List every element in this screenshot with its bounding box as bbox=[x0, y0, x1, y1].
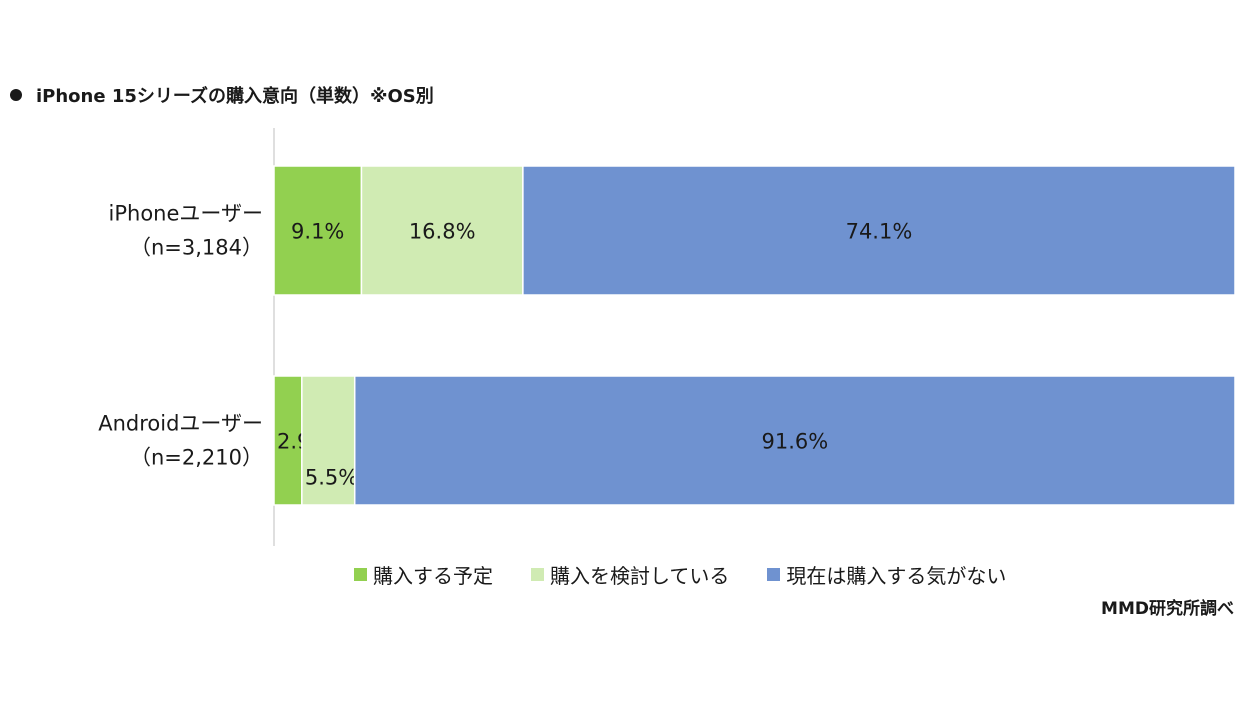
source-credit: MMD研究所調べ bbox=[1101, 599, 1234, 619]
legend-label-no-intent: 現在は購入する気がない bbox=[786, 564, 1007, 588]
legend-label-plan: 購入する予定 bbox=[373, 564, 493, 588]
data-label-1-1: 5.5% bbox=[305, 466, 358, 490]
category-label-1-0: Androidユーザー bbox=[98, 412, 263, 436]
legend-swatch-no-intent bbox=[767, 568, 781, 581]
category-label-1-1: （n=2,210） bbox=[130, 446, 263, 470]
data-label-0-2: 74.1% bbox=[846, 220, 913, 244]
bar-segment-1-2 bbox=[353, 375, 1236, 506]
bar-segment-1-0 bbox=[273, 375, 303, 506]
data-label-0-1: 16.8% bbox=[409, 220, 476, 244]
data-label-1-2: 91.6% bbox=[762, 430, 829, 454]
legend-swatch-plan bbox=[354, 568, 367, 581]
chart-title: iPhone 15シリーズの購入意向（単数）※OS別 bbox=[10, 82, 434, 108]
legend-item-considering: 購入を検討している bbox=[531, 560, 729, 589]
data-label-0-0: 9.1% bbox=[291, 220, 344, 244]
legend-swatch-considering bbox=[531, 568, 544, 581]
legend-label-considering: 購入を検討している bbox=[550, 564, 730, 588]
chart-title-text: iPhone 15シリーズの購入意向（単数）※OS別 bbox=[36, 86, 434, 107]
legend-item-no-intent: 現在は購入する気がない bbox=[767, 560, 1006, 589]
bullet-icon bbox=[10, 89, 22, 101]
bar-segment-0-0 bbox=[273, 165, 363, 296]
bar-segment-0-2 bbox=[522, 165, 1236, 296]
category-label-0-0: iPhoneユーザー bbox=[109, 202, 263, 226]
bar-segment-1-1 bbox=[301, 375, 356, 506]
category-label-0-1: （n=3,184） bbox=[130, 236, 263, 260]
legend-item-plan: 購入する予定 bbox=[354, 560, 493, 589]
chart-legend: 購入する予定 購入を検討している 現在は購入する気がない bbox=[354, 560, 1044, 589]
bar-segment-0-1 bbox=[360, 165, 524, 296]
